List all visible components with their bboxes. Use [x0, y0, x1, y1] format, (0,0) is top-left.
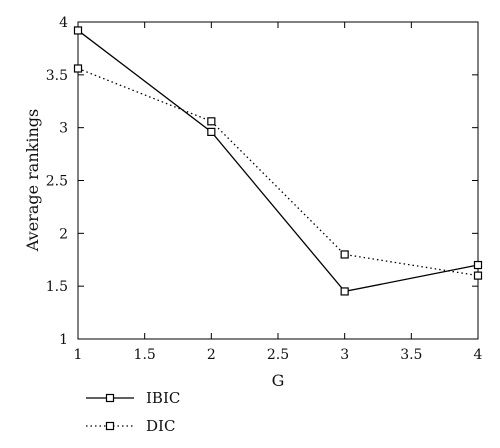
legend-marker-dic — [105, 421, 115, 431]
legend: IBIC DIC — [86, 389, 180, 435]
x-tick-label: 3.5 — [400, 347, 422, 363]
legend-label-ibic: IBIC — [146, 389, 180, 407]
y-tick-label: 4 — [59, 15, 68, 31]
y-axis-title: Average rankings — [23, 109, 42, 252]
x-tick-label: 2 — [207, 347, 216, 363]
data-point-dic — [340, 250, 349, 259]
y-tick-label: 3 — [59, 121, 68, 137]
data-point-ibic — [473, 260, 483, 270]
data-point-ibic — [340, 287, 349, 296]
legend-marker-ibic — [105, 393, 115, 403]
x-tick-label: 2.5 — [267, 347, 289, 363]
series-lines — [73, 26, 483, 296]
data-point-dic — [207, 117, 216, 126]
y-tick-label: 2.5 — [46, 174, 68, 190]
x-tick-label: 1 — [74, 347, 83, 363]
data-point-ibic — [207, 127, 216, 136]
data-point-dic — [473, 271, 483, 280]
x-axis-title: G — [272, 371, 285, 390]
legend-label-dic: DIC — [146, 417, 175, 435]
y-tick-label: 3.5 — [46, 68, 68, 84]
y-tick-label: 1.5 — [46, 279, 68, 295]
data-point-ibic — [73, 26, 83, 35]
x-tick-label: 1.5 — [134, 347, 156, 363]
axis-ticks: 1 1.5 2 2.5 3 3.5 4 1 1.5 2 2.5 3 3.5 4 — [46, 15, 483, 363]
x-tick-label: 3 — [340, 347, 349, 363]
series-line-ibic — [77, 29, 479, 293]
data-point-dic — [73, 64, 83, 73]
y-tick-label: 1 — [59, 332, 68, 348]
y-tick-label: 2 — [59, 226, 68, 242]
plot-area — [77, 21, 479, 340]
series-line-dic — [77, 67, 479, 277]
x-tick-label: 4 — [474, 347, 483, 363]
